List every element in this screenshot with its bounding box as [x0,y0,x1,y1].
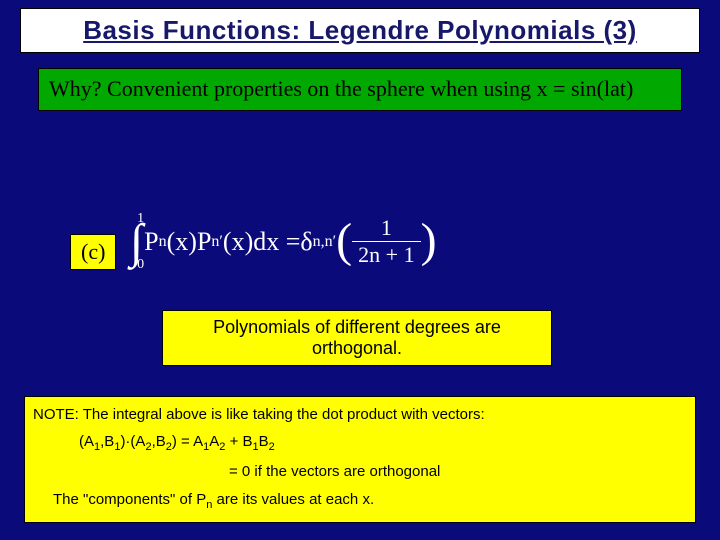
t3: )·(A [120,433,145,450]
title-box: Basis Functions: Legendre Polynomials (3… [20,8,700,53]
t1: (A [79,433,94,450]
why-text: Why? Convenient properties on the sphere… [49,75,671,104]
orthogonal-statement: Polynomials of different degrees are ort… [162,310,552,366]
note-box: NOTE: The integral above is like taking … [24,396,696,523]
c-label: (c) [70,234,116,270]
frac-num: 1 [352,215,420,242]
t5: ) = A [172,433,203,450]
note-line1: NOTE: The integral above is like taking … [33,403,687,426]
note-line2: (A1,B1)·(A2,B2) = A1A2 + B1B2 [33,430,687,456]
n4a: The "components" of P [53,491,206,508]
int-lower: 0 [137,258,144,272]
note-line4: The "components" of Pn are its values at… [33,488,687,514]
fraction: 1 2n + 1 [352,215,420,268]
lparen: ( [336,222,352,260]
fraction-group: ( 1 2n + 1 ) [336,215,436,268]
delta-sub: n,n′ [313,233,337,251]
frac-den: 2n + 1 [352,242,420,268]
x2: (x)dx = [223,227,300,257]
note-line3: = 0 if the vectors are orthogonal [33,460,687,483]
s8: 2 [269,441,275,453]
orthogonality-formula: ∫ 1 0 P n (x) P n′ (x)dx = δ n,n′ ( 1 2n… [130,214,437,269]
t8: B [259,433,269,450]
p1-sub: n [159,233,167,251]
n4b: are its values at each x. [212,491,374,508]
int-upper: 1 [137,212,144,226]
t7: + B [225,433,252,450]
t4: ,B [152,433,166,450]
t6: A [209,433,219,450]
why-box: Why? Convenient properties on the sphere… [38,68,682,111]
p2-sub: n′ [211,233,223,251]
p2: P [197,227,211,257]
p1: P [144,227,158,257]
rparen: ) [421,222,437,260]
x1: (x) [167,227,197,257]
delta: δ [300,227,312,257]
t2: ,B [100,433,114,450]
page-title: Basis Functions: Legendre Polynomials (3… [83,15,637,45]
